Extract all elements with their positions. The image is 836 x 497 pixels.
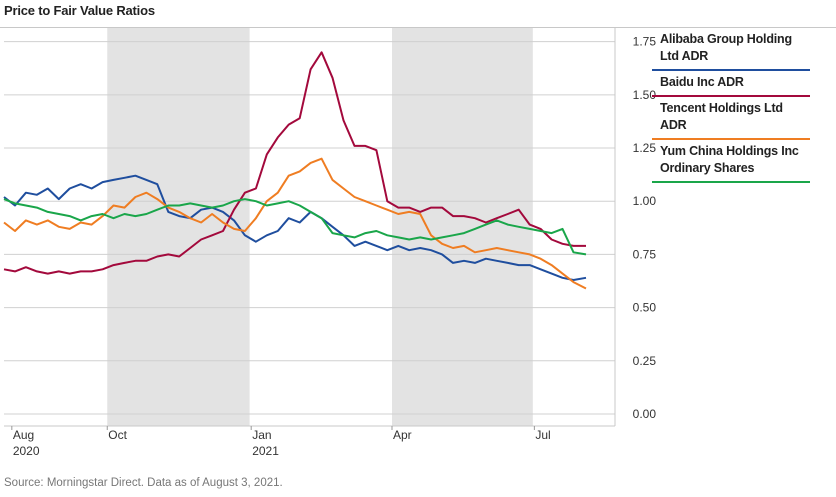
y-tick-label: 1.00 — [633, 194, 657, 208]
x-tick-year: 2020 — [13, 444, 40, 458]
y-axis-ticks: 1.75 1.50 1.25 1.00 0.75 0.50 0.25 0.00 — [633, 35, 657, 421]
y-tick-label: 0.50 — [633, 301, 657, 315]
y-tick-label: 0.00 — [633, 407, 657, 421]
gridlines — [4, 28, 616, 427]
x-tick-month: Jan — [252, 428, 271, 442]
y-tick-label: 0.75 — [633, 247, 657, 261]
shaded-period-1 — [107, 28, 250, 426]
x-tick-month: Aug — [13, 428, 34, 442]
shaded-period-2 — [392, 28, 533, 426]
series-line-3 — [3, 157, 587, 290]
x-tick-year: 2021 — [252, 444, 279, 458]
legend-item: Tencent Holdings Ltd ADR — [652, 97, 810, 140]
chart-title: Price to Fair Value Ratios — [4, 3, 155, 18]
x-tick-month: Jul — [535, 428, 550, 442]
series-line-2 — [3, 51, 586, 275]
shaded-periods — [107, 28, 533, 426]
y-tick-label: 1.50 — [633, 88, 657, 102]
source-note: Source: Morningstar Direct. Data as of A… — [4, 477, 283, 489]
series-lines — [3, 51, 587, 290]
y-tick-label: 1.25 — [633, 141, 657, 155]
y-tick-label: 0.25 — [633, 354, 657, 368]
line-chart: 1.75 1.50 1.25 1.00 0.75 0.50 0.25 0.00 Aug 2020… — [3, 28, 657, 458]
x-tick-month: Apr — [393, 428, 412, 442]
legend: Alibaba Group Holding Ltd ADR Baidu Inc A… — [652, 28, 810, 183]
title-divider — [0, 27, 836, 28]
y-tick-label: 1.75 — [633, 35, 657, 49]
x-tick-month: Oct — [108, 428, 127, 442]
series-line-4 — [3, 198, 587, 256]
legend-item: Yum China Holdings Inc Ordinary Shares — [652, 140, 810, 183]
legend-item: Alibaba Group Holding Ltd ADR — [652, 28, 810, 71]
x-axis-ticks: Aug 2020 Oct Jan 2021 Apr Jul — [11, 426, 551, 458]
series-line-1 — [3, 174, 587, 281]
legend-item: Baidu Inc ADR — [652, 71, 810, 97]
